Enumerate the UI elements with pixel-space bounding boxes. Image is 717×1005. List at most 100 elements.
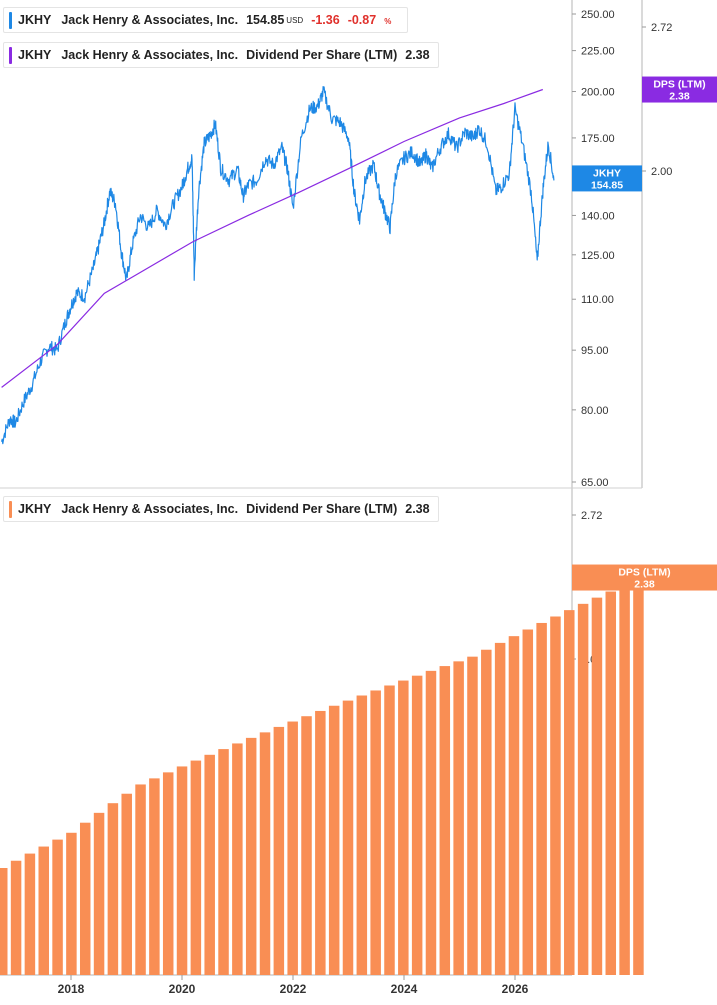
time-tick-label: 2026 bbox=[502, 982, 529, 996]
time-tick-label: 2018 bbox=[58, 982, 85, 996]
dps-bar bbox=[315, 710, 326, 975]
price-tick-label: 140.00 bbox=[581, 210, 615, 222]
price-tick-label: 80.00 bbox=[581, 405, 609, 417]
dps-bar bbox=[232, 743, 243, 975]
dps-top-tick-label: 2.72 bbox=[651, 22, 672, 34]
dps-bar bbox=[508, 636, 520, 975]
price-flag-label: JKHY bbox=[593, 167, 621, 179]
price-tick-label: 65.00 bbox=[581, 477, 609, 489]
price-legend-price: 154.85 bbox=[246, 13, 285, 27]
dps-top-flag-label: DPS (LTM) bbox=[653, 79, 705, 91]
dps-bar bbox=[79, 822, 91, 975]
dps-axis-top: 2.72 2.00 bbox=[642, 22, 672, 178]
dps-bar bbox=[135, 784, 146, 975]
dps-bottom-flag-bg bbox=[572, 564, 717, 591]
dps-bar bbox=[121, 793, 132, 975]
dps-top-tick-label: 2.00 bbox=[651, 166, 672, 178]
price-tick-label: 200.00 bbox=[581, 87, 615, 99]
dps-bar bbox=[356, 695, 368, 975]
price-tick-label: 175.00 bbox=[581, 133, 615, 145]
time-axis: 2018 2020 2022 2024 2026 bbox=[58, 975, 529, 996]
dps-bar bbox=[494, 642, 506, 975]
dps-bar bbox=[259, 732, 271, 975]
dps-bar bbox=[218, 749, 229, 975]
dps-bar bbox=[162, 772, 174, 975]
dps-bottom-flag-value: 2.38 bbox=[634, 579, 655, 591]
dps-legend-bottom-swatch bbox=[9, 501, 12, 518]
dps-bar bbox=[190, 760, 202, 975]
price-legend-symbol: JKHY bbox=[18, 13, 52, 27]
dps-bar bbox=[10, 860, 22, 975]
price-legend-change-pct: -0.87 bbox=[347, 13, 377, 27]
dps-legend-top[interactable]: JKHY Jack Henry & Associates, Inc. Divid… bbox=[3, 42, 439, 68]
dps-bar bbox=[301, 716, 312, 975]
price-line bbox=[1, 85, 555, 445]
price-flag-bg bbox=[572, 165, 642, 192]
dps-bottom-tick-label: 2.72 bbox=[581, 510, 602, 522]
price-tick-label: 225.00 bbox=[581, 46, 615, 58]
dps-bar bbox=[342, 700, 354, 975]
dps-legend-bottom-value: 2.38 bbox=[405, 502, 430, 516]
price-axis: 250.00 225.00 200.00 175.00 140.00 125.00 110.… bbox=[572, 9, 615, 489]
dps-bars bbox=[0, 577, 644, 975]
dps-bar bbox=[605, 591, 617, 975]
price-tick-label: 95.00 bbox=[581, 345, 609, 357]
dps-bar bbox=[453, 661, 464, 975]
dps-bar bbox=[287, 721, 298, 975]
dps-bar bbox=[467, 656, 478, 975]
time-tick-label: 2020 bbox=[169, 982, 196, 996]
dps-bar bbox=[370, 690, 381, 975]
plot-lines bbox=[1, 85, 555, 445]
dps-legend-bottom-symbol: JKHY bbox=[18, 502, 52, 516]
dps-bar bbox=[328, 705, 340, 975]
dps-legend-top-symbol: JKHY bbox=[18, 48, 52, 62]
dps-legend-top-company: Jack Henry & Associates, Inc. bbox=[61, 48, 239, 62]
dps-bar bbox=[0, 868, 8, 975]
price-legend-company: Jack Henry & Associates, Inc. bbox=[61, 13, 239, 27]
dps-bar bbox=[550, 616, 561, 975]
dps-bar bbox=[522, 629, 534, 975]
price-legend-currency: USD bbox=[286, 15, 304, 25]
dps-bar bbox=[536, 622, 547, 975]
dps-legend-top-value: 2.38 bbox=[405, 48, 430, 62]
dps-line bbox=[1, 88, 544, 388]
price-legend-change: -1.36 bbox=[311, 13, 340, 27]
price-legend-swatch bbox=[9, 12, 12, 29]
dps-bar bbox=[24, 853, 36, 975]
dps-legend-top-swatch bbox=[9, 47, 12, 64]
dps-bar bbox=[411, 675, 423, 975]
price-legend-pct-sign: % bbox=[384, 17, 392, 26]
price-tick-label: 250.00 bbox=[581, 9, 615, 21]
dps-top-flag-value: 2.38 bbox=[669, 91, 690, 103]
time-tick-label: 2022 bbox=[280, 982, 307, 996]
time-tick-label: 2024 bbox=[391, 982, 418, 996]
dps-bar bbox=[481, 649, 492, 975]
dps-bar bbox=[176, 766, 188, 975]
dps-bar bbox=[38, 846, 49, 975]
dps-bar bbox=[591, 597, 603, 975]
dps-bar bbox=[564, 610, 575, 975]
dps-bar bbox=[93, 812, 105, 975]
dps-legend-bottom[interactable]: JKHY Jack Henry & Associates, Inc. Divid… bbox=[3, 496, 439, 522]
dps-bar bbox=[425, 670, 437, 975]
dps-legend-top-metric: Dividend Per Share (LTM) bbox=[246, 48, 398, 62]
price-tick-label: 125.00 bbox=[581, 250, 615, 262]
dps-bar bbox=[398, 680, 409, 975]
dps-bar bbox=[577, 603, 589, 975]
dps-bar bbox=[384, 685, 395, 975]
dps-bar bbox=[66, 832, 77, 975]
dps-legend-bottom-company: Jack Henry & Associates, Inc. bbox=[61, 502, 239, 516]
dps-bar bbox=[52, 839, 63, 975]
dps-bar bbox=[439, 666, 451, 975]
dps-bar bbox=[107, 803, 119, 975]
dps-bar bbox=[204, 754, 215, 975]
dps-bottom-flag-label: DPS (LTM) bbox=[618, 567, 670, 579]
price-legend[interactable]: JKHY Jack Henry & Associates, Inc. 154.8… bbox=[3, 7, 409, 33]
price-flag-value: 154.85 bbox=[591, 179, 623, 191]
dps-bar bbox=[149, 778, 160, 975]
dps-bar bbox=[245, 737, 257, 975]
dps-bar bbox=[633, 577, 644, 975]
dps-legend-bottom-metric: Dividend Per Share (LTM) bbox=[246, 502, 398, 516]
